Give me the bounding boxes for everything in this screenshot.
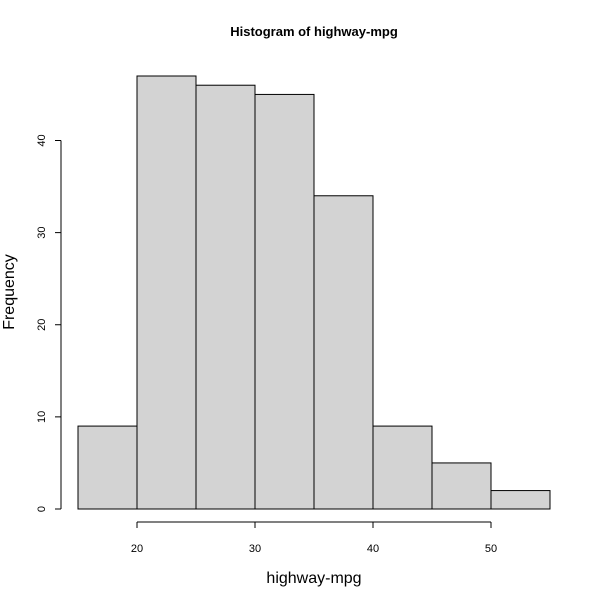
histogram-bar-4 — [313, 195, 374, 510]
histogram-bar-3 — [254, 93, 315, 510]
x-axis: 20 30 40 50 — [131, 521, 497, 555]
x-tick-label: 40 — [367, 543, 379, 555]
bars-group — [77, 75, 551, 510]
y-tick-label: 30 — [36, 226, 48, 238]
x-tick-label: 30 — [249, 543, 261, 555]
histogram-bar-0 — [77, 425, 138, 510]
histogram-bar-1 — [136, 75, 197, 510]
x-tick-label: 50 — [485, 543, 497, 555]
x-tick-label: 20 — [131, 543, 143, 555]
chart-title: Histogram of highway-mpg — [230, 24, 398, 39]
y-tick-label: 10 — [36, 411, 48, 423]
y-axis: 0 10 20 30 40 — [36, 134, 62, 512]
histogram-bar-7 — [490, 490, 551, 510]
y-tick-label: 0 — [36, 506, 48, 512]
histogram-bar-6 — [431, 462, 492, 510]
y-tick-label: 20 — [36, 319, 48, 331]
y-axis-label: Frequency — [1, 254, 18, 330]
y-tick-label: 40 — [36, 134, 48, 146]
histogram-bar-5 — [372, 425, 433, 510]
histogram-bar-2 — [195, 84, 256, 510]
x-axis-label: highway-mpg — [266, 570, 361, 587]
